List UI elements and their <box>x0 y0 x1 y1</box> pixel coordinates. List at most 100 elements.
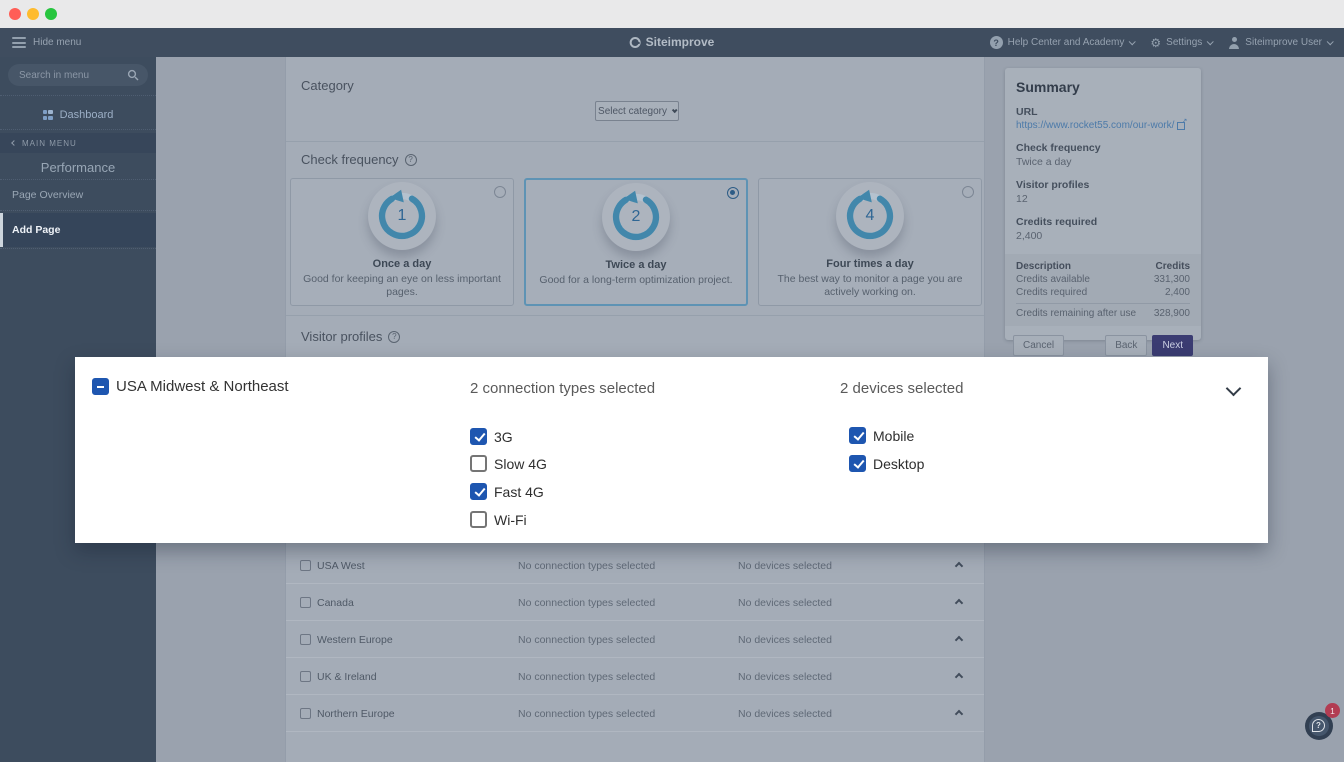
summary-url-link[interactable]: https://www.rocket55.com/our-work/ <box>1005 117 1201 132</box>
credits-required-label: Credits required <box>1016 216 1098 228</box>
frequency-card-description: Good for a long-term optimization projec… <box>539 274 733 286</box>
radio-button[interactable] <box>494 186 506 198</box>
row-connections: No connection types selected <box>518 634 656 646</box>
row-devices: No devices selected <box>738 708 832 720</box>
close-window-button[interactable] <box>9 8 21 20</box>
devices-header: 2 devices selected <box>840 380 964 397</box>
help-center-label: Help Center and Academy <box>1007 37 1125 48</box>
chevron-down-icon <box>1129 38 1137 46</box>
connection-option-3g[interactable]: 3G <box>470 428 513 445</box>
frequency-card-four-times-a-day[interactable]: 4 Four times a day The best way to monit… <box>758 178 982 306</box>
connections-header: 2 connection types selected <box>470 380 656 397</box>
checkbox-label: Wi-Fi <box>494 511 527 528</box>
row-label: Canada <box>317 597 354 609</box>
profile-row-usa-west[interactable]: USA West No connection types selected No… <box>286 547 984 584</box>
question-bubble-icon: ? <box>1312 718 1325 732</box>
connection-option-wifi[interactable]: Wi-Fi <box>470 511 527 528</box>
frequency-number: 4 <box>865 207 875 224</box>
checkbox[interactable] <box>849 455 866 472</box>
region-checkbox-indeterminate[interactable] <box>92 378 109 395</box>
back-to-main-menu[interactable]: MAIN MENU <box>0 133 156 153</box>
chevron-down-icon <box>671 107 678 114</box>
sidebar-item-page-overview[interactable]: Page Overview <box>0 181 156 209</box>
sidebar-item-dashboard[interactable]: Dashboard <box>0 102 156 128</box>
settings-menu[interactable]: ⚙ Settings <box>1150 37 1215 49</box>
radio-button[interactable] <box>962 186 974 198</box>
chevron-up-icon[interactable] <box>954 561 964 571</box>
visitor-profile-rows: USA West No connection types selected No… <box>286 547 984 732</box>
divider <box>0 210 156 211</box>
divider <box>0 248 156 249</box>
url-value: https://www.rocket55.com/our-work/ <box>1016 120 1175 131</box>
refresh-circle-icon: 1 <box>368 182 436 250</box>
checkbox-label: 3G <box>494 428 513 445</box>
page-overview-label: Page Overview <box>12 189 84 201</box>
chevron-down-icon[interactable] <box>1225 380 1242 397</box>
maximize-window-button[interactable] <box>45 8 57 20</box>
row-checkbox[interactable] <box>300 560 311 571</box>
connection-option-fast-4g[interactable]: Fast 4G <box>470 483 544 500</box>
sidebar-section-title: Performance <box>40 160 116 175</box>
frequency-card-once-a-day[interactable]: 1 Once a day Good for keeping an eye on … <box>290 178 514 306</box>
chevron-up-icon[interactable] <box>954 709 964 719</box>
radio-button[interactable] <box>727 187 739 199</box>
checkbox[interactable] <box>849 427 866 444</box>
sidebar-search-input[interactable] <box>8 64 148 86</box>
row-checkbox[interactable] <box>300 708 311 719</box>
row-label: Northern Europe <box>317 708 395 720</box>
add-page-label: Add Page <box>12 224 61 236</box>
chevron-up-icon[interactable] <box>954 635 964 645</box>
device-option-desktop[interactable]: Desktop <box>849 455 924 472</box>
hide-menu-button[interactable]: Hide menu <box>33 37 82 48</box>
category-section-title: Category <box>301 78 354 93</box>
checkbox[interactable] <box>470 455 487 472</box>
checkbox[interactable] <box>470 483 487 500</box>
user-menu[interactable]: Siteimprove User <box>1228 36 1334 49</box>
row-label: USA West <box>317 560 365 572</box>
help-widget-button[interactable]: ? 1 <box>1305 703 1340 740</box>
info-icon[interactable]: ? <box>388 330 401 343</box>
dashboard-label: Dashboard <box>59 109 114 121</box>
minimize-window-button[interactable] <box>27 8 39 20</box>
row-checkbox[interactable] <box>300 634 311 645</box>
checkbox-label: Desktop <box>873 455 925 472</box>
row-devices: No devices selected <box>738 560 832 572</box>
user-label: Siteimprove User <box>1245 37 1322 48</box>
next-button[interactable]: Next <box>1152 335 1193 356</box>
divider <box>286 315 984 316</box>
window-title-bar <box>0 0 1344 28</box>
row-checkbox[interactable] <box>300 597 311 608</box>
description-header: Description <box>1016 261 1072 272</box>
checkbox[interactable] <box>470 428 487 445</box>
hamburger-menu-icon[interactable] <box>12 37 26 48</box>
connection-option-slow-4g[interactable]: Slow 4G <box>470 455 547 472</box>
frequency-card-title: Once a day <box>372 258 432 270</box>
row-label: Western Europe <box>317 634 393 646</box>
cancel-button[interactable]: Cancel <box>1013 335 1065 356</box>
select-category-button[interactable]: Select category <box>595 101 679 121</box>
profile-row-western-europe[interactable]: Western Europe No connection types selec… <box>286 621 984 658</box>
device-option-mobile[interactable]: Mobile <box>849 427 914 444</box>
refresh-circle-icon: 2 <box>602 183 670 251</box>
dashboard-grid-icon <box>42 110 53 120</box>
frequency-card-twice-a-day[interactable]: 2 Twice a day Good for a long-term optim… <box>524 178 748 306</box>
sidebar-item-add-page[interactable]: Add Page <box>0 213 156 247</box>
help-icon: ? <box>989 36 1003 49</box>
frequency-card-title: Four times a day <box>826 258 914 270</box>
row-checkbox[interactable] <box>300 671 311 682</box>
checkbox-label: Fast 4G <box>494 483 544 500</box>
profile-row-uk-ireland[interactable]: UK & Ireland No connection types selecte… <box>286 658 984 695</box>
visitor-profiles-value: 12 <box>1016 193 1028 205</box>
profile-row-northern-europe[interactable]: Northern Europe No connection types sele… <box>286 695 984 732</box>
divider <box>0 95 156 96</box>
info-icon[interactable]: ? <box>404 153 417 166</box>
chevron-up-icon[interactable] <box>954 672 964 682</box>
checkbox[interactable] <box>470 511 487 528</box>
help-center-menu[interactable]: ? Help Center and Academy <box>989 36 1137 49</box>
chevron-up-icon[interactable] <box>954 598 964 608</box>
row-devices: No devices selected <box>738 634 832 646</box>
profile-row-canada[interactable]: Canada No connection types selected No d… <box>286 584 984 621</box>
check-frequency-value: Twice a day <box>1016 156 1072 168</box>
back-button[interactable]: Back <box>1105 335 1148 356</box>
credits-header: Credits <box>1155 261 1190 272</box>
